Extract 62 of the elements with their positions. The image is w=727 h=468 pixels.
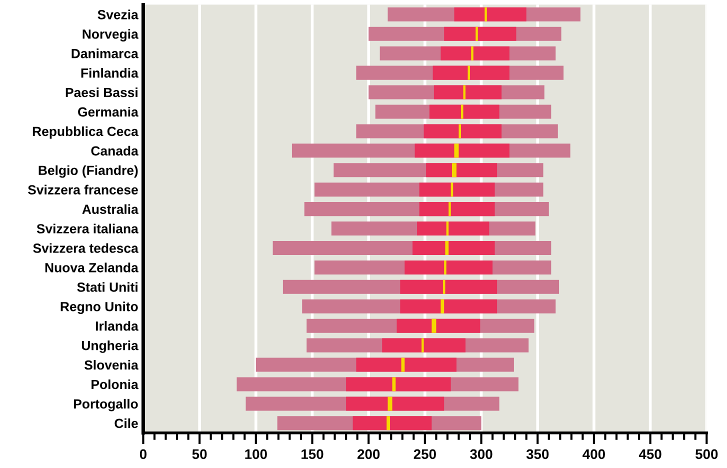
bar bbox=[352, 416, 432, 430]
x-tick-label: 400 bbox=[582, 449, 605, 460]
x-tick-label: 500 bbox=[695, 449, 718, 460]
bar bbox=[440, 46, 510, 60]
x-tick-label: 450 bbox=[638, 449, 662, 460]
bar bbox=[432, 66, 510, 80]
y-tick-label: Finlandia bbox=[81, 68, 138, 78]
bar bbox=[429, 104, 500, 119]
y-tick-label: Regno Unito bbox=[60, 302, 138, 314]
bar bbox=[454, 7, 526, 22]
bar bbox=[388, 396, 392, 411]
x-tick-label: 250 bbox=[414, 449, 436, 460]
bar bbox=[382, 338, 466, 352]
y-tick-label: Svezia bbox=[98, 10, 138, 20]
bar bbox=[426, 163, 498, 178]
y-tick-label: Slovenia bbox=[84, 360, 138, 370]
bar bbox=[424, 124, 502, 138]
y-tick-label: Irlanda bbox=[96, 321, 138, 331]
bar bbox=[432, 318, 436, 333]
bar bbox=[445, 240, 449, 255]
x-tick-label: 100 bbox=[245, 449, 267, 460]
y-tick-label: Belgio (Fiandre) bbox=[38, 165, 138, 178]
bar bbox=[417, 222, 490, 236]
bar bbox=[346, 377, 451, 392]
bar bbox=[452, 163, 456, 178]
y-tick-label: Polonia bbox=[92, 379, 138, 390]
bar bbox=[419, 182, 495, 197]
x-tick-label: 300 bbox=[470, 449, 492, 460]
y-tick-label: Portogallo bbox=[74, 398, 138, 412]
y-tick-label: Svizzera francese bbox=[28, 184, 138, 195]
bar bbox=[400, 299, 498, 314]
x-tick-label: 50 bbox=[192, 449, 207, 460]
bar bbox=[444, 26, 516, 41]
y-tick-label: Danimarca bbox=[72, 48, 138, 58]
y-tick-label: Canada bbox=[91, 146, 138, 156]
y-tick-label: Nuova Zelanda bbox=[45, 262, 138, 272]
bar bbox=[434, 85, 502, 100]
x-tick-label: 350 bbox=[526, 449, 549, 460]
bar bbox=[412, 240, 495, 255]
x-tick-label: 200 bbox=[357, 449, 380, 460]
y-tick-label: Norvegia bbox=[82, 29, 138, 42]
y-tick-label: Paesi Bassi bbox=[66, 87, 138, 98]
y-tick-label: Cile bbox=[114, 418, 138, 428]
bar bbox=[414, 144, 510, 158]
bar bbox=[356, 358, 456, 372]
bar bbox=[440, 299, 444, 314]
y-tick-label: Germania bbox=[78, 106, 138, 117]
bar bbox=[419, 202, 495, 216]
y-tick-label: Repubblica Ceca bbox=[32, 126, 138, 139]
bar bbox=[346, 396, 444, 411]
y-tick-label: Svizzera tedesca bbox=[33, 243, 138, 253]
y-tick-label: Stati Uniti bbox=[77, 282, 138, 292]
y-tick-label: Australia bbox=[82, 204, 138, 214]
y-tick-label: Svizzera italiana bbox=[36, 224, 138, 234]
bar bbox=[400, 280, 498, 294]
bar bbox=[386, 416, 390, 430]
bar bbox=[454, 144, 459, 158]
bar bbox=[396, 318, 480, 333]
x-tick-label: 0 bbox=[140, 449, 147, 460]
bar bbox=[404, 260, 493, 274]
y-tick-label: Ungheria bbox=[82, 340, 138, 353]
x-tick-label: 150 bbox=[302, 449, 324, 460]
